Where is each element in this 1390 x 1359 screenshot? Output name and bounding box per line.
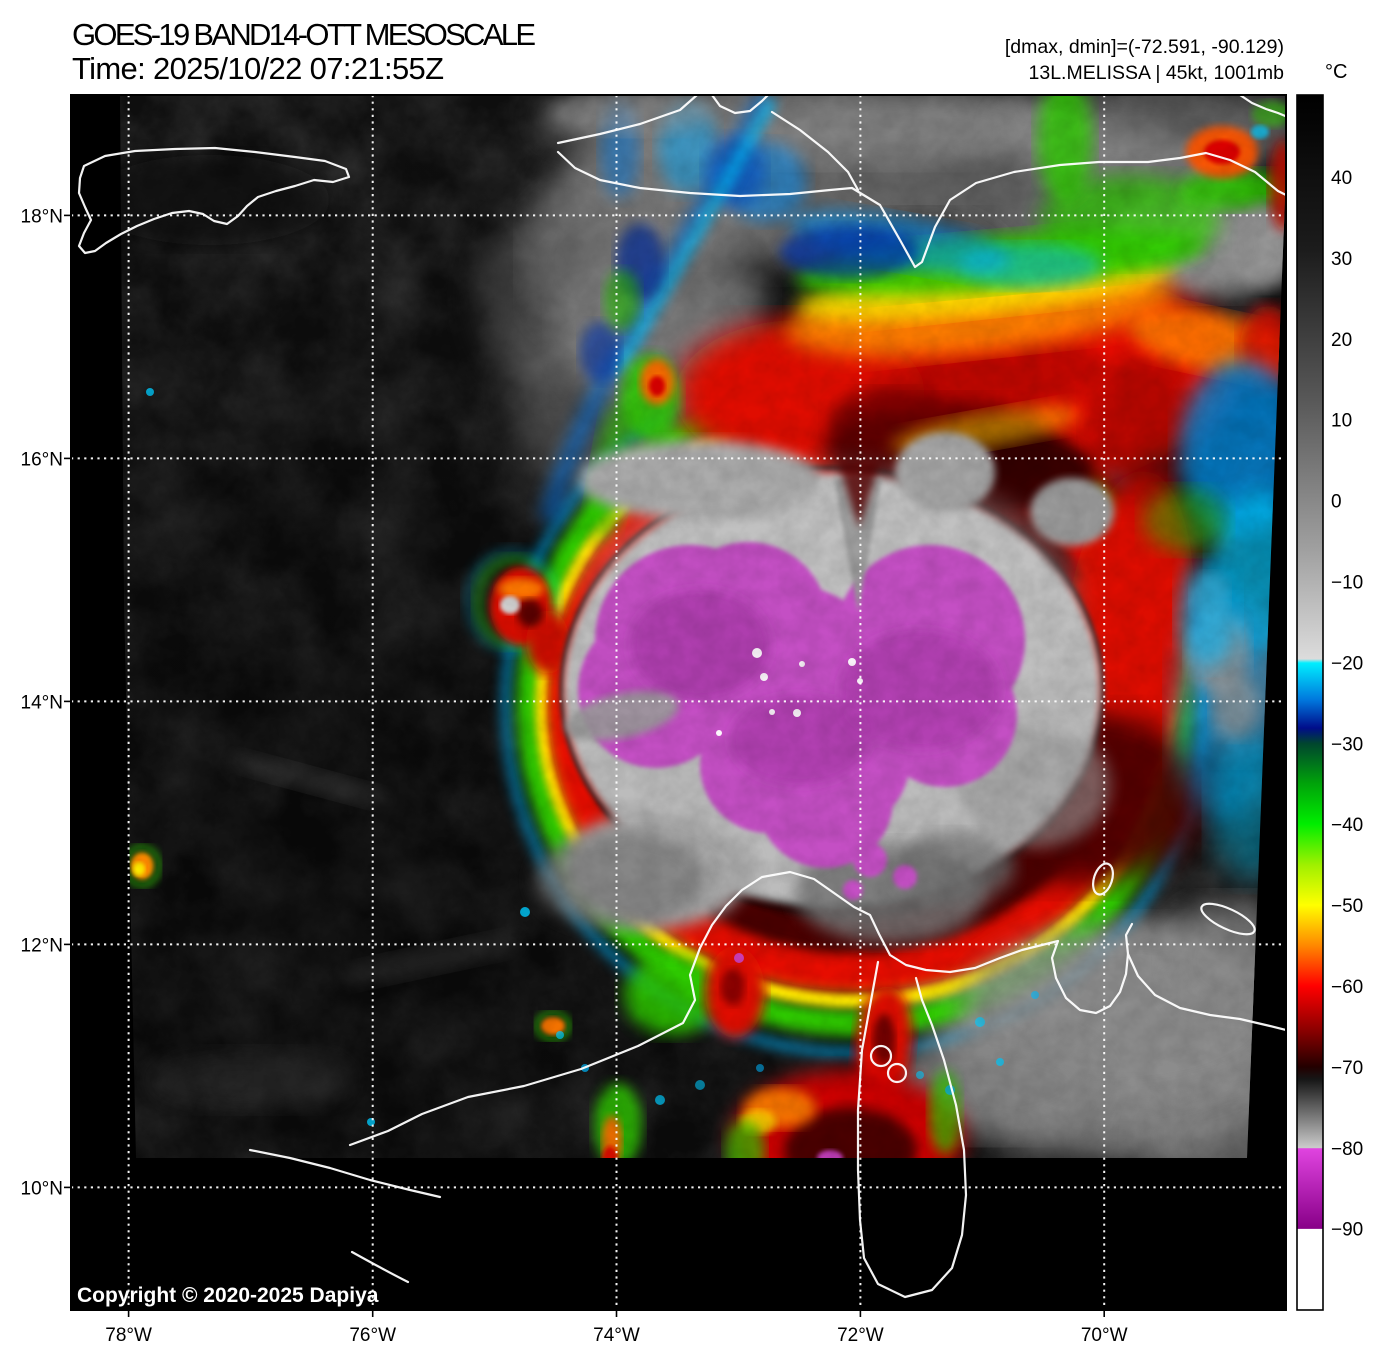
svg-text:0: 0 (1331, 492, 1342, 513)
svg-text:10: 10 (1331, 411, 1352, 432)
svg-text:−70: −70 (1331, 1058, 1363, 1079)
svg-text:10°N: 10°N (21, 1178, 63, 1199)
svg-text:30: 30 (1331, 249, 1352, 270)
svg-text:12°N: 12°N (21, 935, 63, 956)
svg-text:18°N: 18°N (21, 206, 63, 227)
svg-text:14°N: 14°N (21, 692, 63, 713)
svg-text:76°W: 76°W (349, 1325, 396, 1346)
svg-text:−90: −90 (1331, 1220, 1363, 1241)
svg-text:−50: −50 (1331, 896, 1363, 917)
svg-text:74°W: 74°W (593, 1325, 640, 1346)
svg-text:−40: −40 (1331, 815, 1363, 836)
svg-text:Copyright © 2020-2025 Dapiya: Copyright © 2020-2025 Dapiya (77, 1284, 379, 1307)
svg-text:−80: −80 (1331, 1139, 1363, 1160)
svg-text:−60: −60 (1331, 977, 1363, 998)
svg-text:−10: −10 (1331, 573, 1363, 594)
svg-text:78°W: 78°W (105, 1325, 152, 1346)
svg-text:−20: −20 (1331, 653, 1363, 674)
svg-text:72°W: 72°W (837, 1325, 884, 1346)
svg-text:−30: −30 (1331, 734, 1363, 755)
svg-text:40: 40 (1331, 168, 1352, 189)
svg-text:16°N: 16°N (21, 449, 63, 470)
svg-text:20: 20 (1331, 330, 1352, 351)
svg-text:70°W: 70°W (1081, 1325, 1128, 1346)
